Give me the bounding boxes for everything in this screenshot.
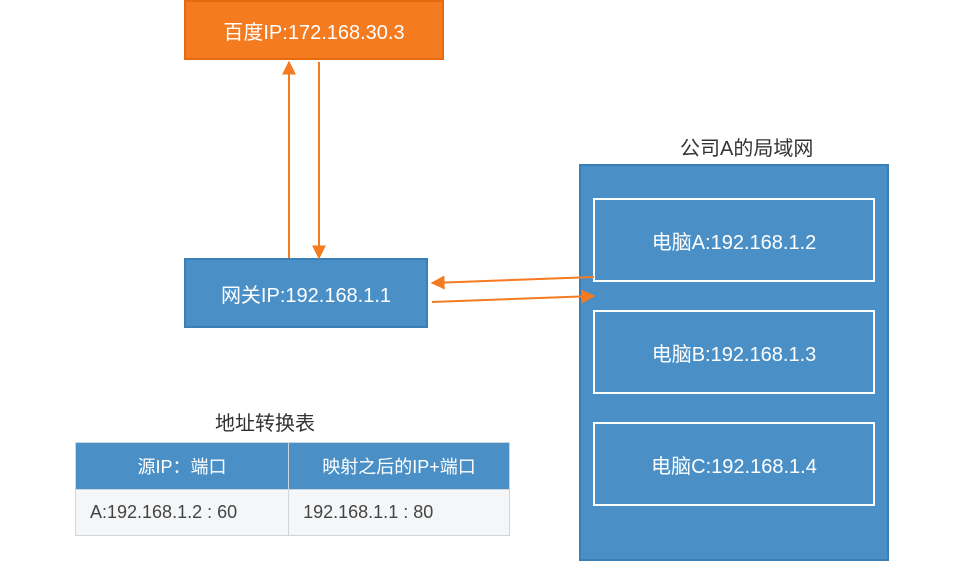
col-source: 源IP：端口 [76,443,289,490]
edge-pca-to-gateway [432,277,594,283]
lan-item-label: 电脑A:192.168.1.2 [652,226,817,255]
table-header-row: 源IP：端口 映射之后的IP+端口 [76,443,510,490]
nat-table: 源IP：端口 映射之后的IP+端口 A:192.168.1.2 : 60 192… [75,442,510,536]
nat-table-title: 地址转换表 [215,407,315,436]
edge-gateway-to-pca [432,296,594,302]
lan-title: 公司A的局域网 [680,132,813,161]
lan-item-pc-a: 电脑A:192.168.1.2 [593,198,875,282]
lan-item-pc-c: 电脑C:192.168.1.4 [593,422,875,506]
node-gateway-label: 网关IP:192.168.1.1 [221,279,391,308]
lan-item-label: 电脑C:192.168.1.4 [651,450,817,479]
cell-mapped: 192.168.1.1 : 80 [289,490,510,536]
node-baidu: 百度IP:172.168.30.3 [184,0,444,60]
lan-item-pc-b: 电脑B:192.168.1.3 [593,310,875,394]
node-gateway: 网关IP:192.168.1.1 [184,258,428,328]
lan-container: 电脑A:192.168.1.2 电脑B:192.168.1.3 电脑C:192.… [579,164,889,561]
table-row: A:192.168.1.2 : 60 192.168.1.1 : 80 [76,490,510,536]
lan-item-label: 电脑B:192.168.1.3 [652,338,817,367]
cell-source: A:192.168.1.2 : 60 [76,490,289,536]
node-baidu-label: 百度IP:172.168.30.3 [223,16,404,45]
col-mapped: 映射之后的IP+端口 [289,443,510,490]
